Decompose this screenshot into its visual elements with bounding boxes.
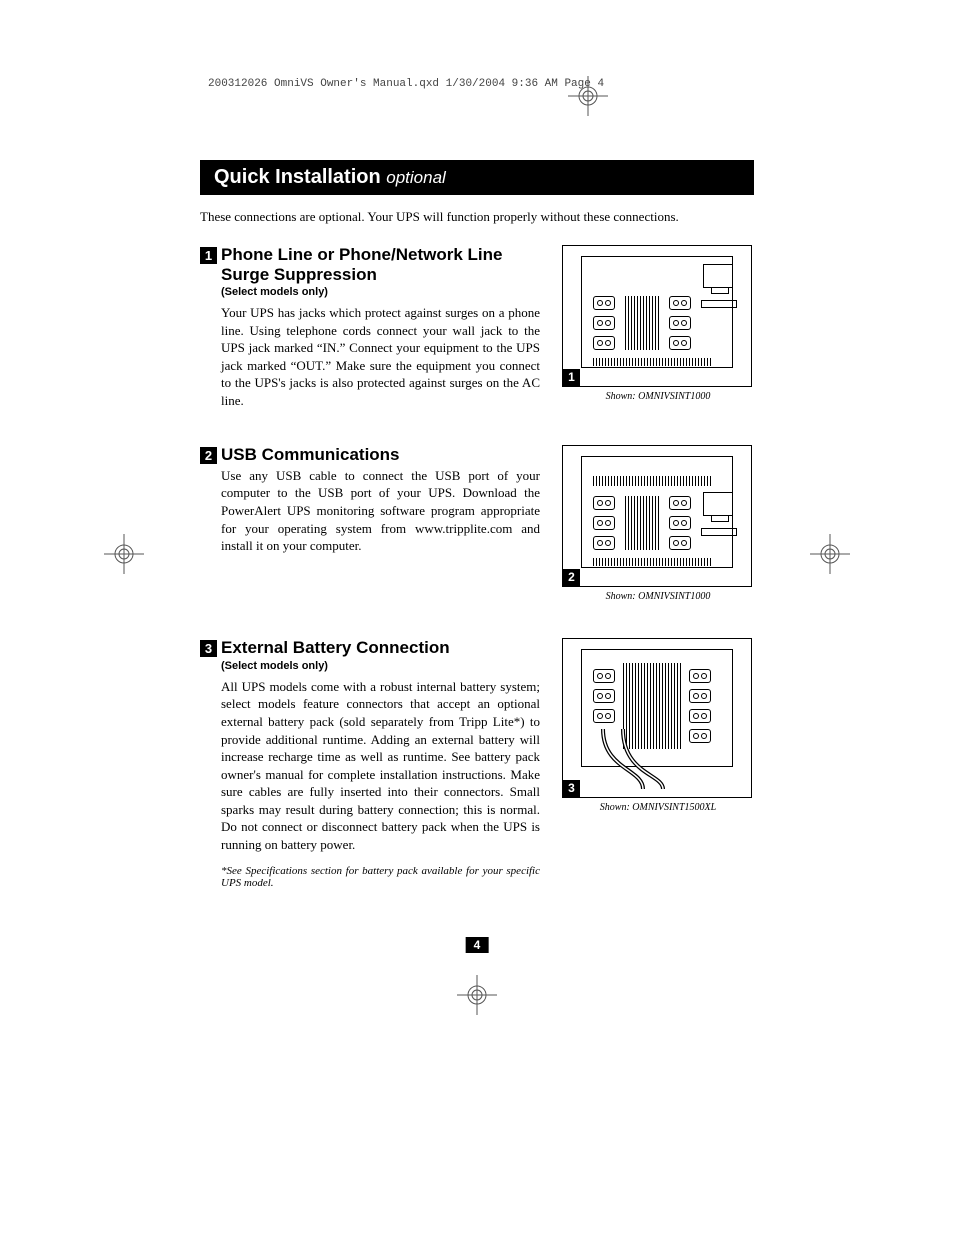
step-subtitle: (Select models only) [221,286,540,298]
figure-caption: Shown: OMNIVSINT1000 [562,391,754,402]
install-step: 1 Phone Line or Phone/Network Line Surge… [200,245,754,409]
step-title: USB Communications [221,445,540,465]
step-figure-column: 2 Shown: OMNIVSINT1000 [562,445,754,602]
step-number-badge: 2 [200,447,217,464]
step-heading: 1 Phone Line or Phone/Network Line Surge… [200,245,540,284]
install-step: 2 USB Communications Use any USB cable t… [200,445,754,602]
section-header-bar: Quick Installation optional [200,160,754,195]
step-heading: 3 External Battery Connection [200,638,540,658]
step-text-column: 2 USB Communications Use any USB cable t… [200,445,540,602]
intro-text: These connections are optional. Your UPS… [200,209,754,225]
step-title: External Battery Connection [221,638,540,658]
registration-mark-bottom [457,975,497,1015]
step-footnote: *See Specifications section for battery … [221,865,540,889]
step-figure-column: 3 Shown: OMNIVSINT1500XL [562,638,754,889]
figure-diagram: 1 [562,245,752,387]
figure-number-badge: 1 [563,369,580,386]
section-subtitle: optional [386,168,446,187]
install-step: 3 External Battery Connection (Select mo… [200,638,754,889]
step-subtitle: (Select models only) [221,660,540,672]
step-title: Phone Line or Phone/Network Line Surge S… [221,245,540,284]
slug-text: 200312026 OmniVS Owner's Manual.qxd 1/30… [208,78,604,90]
step-text-column: 3 External Battery Connection (Select mo… [200,638,540,889]
figure-caption: Shown: OMNIVSINT1000 [562,591,754,602]
step-body: All UPS models come with a robust intern… [221,678,540,853]
step-body: Use any USB cable to connect the USB por… [221,467,540,555]
figure-number-badge: 3 [563,780,580,797]
figure-caption: Shown: OMNIVSINT1500XL [562,802,754,813]
step-heading: 2 USB Communications [200,445,540,465]
manual-page: 200312026 OmniVS Owner's Manual.qxd 1/30… [0,0,954,1045]
figure-diagram: 3 [562,638,752,798]
step-number-badge: 1 [200,247,217,264]
figure-number-badge: 2 [563,569,580,586]
figure-diagram: 2 [562,445,752,587]
step-text-column: 1 Phone Line or Phone/Network Line Surge… [200,245,540,409]
registration-mark-right [810,534,850,574]
print-slug: 200312026 OmniVS Owner's Manual.qxd 1/30… [208,78,754,90]
registration-mark-left [104,534,144,574]
step-number-badge: 3 [200,640,217,657]
page-number: 4 [466,937,489,953]
section-title: Quick Installation [214,166,381,188]
step-figure-column: 1 Shown: OMNIVSINT1000 [562,245,754,409]
registration-mark-top [568,76,608,116]
step-body: Your UPS has jacks which protect against… [221,304,540,409]
